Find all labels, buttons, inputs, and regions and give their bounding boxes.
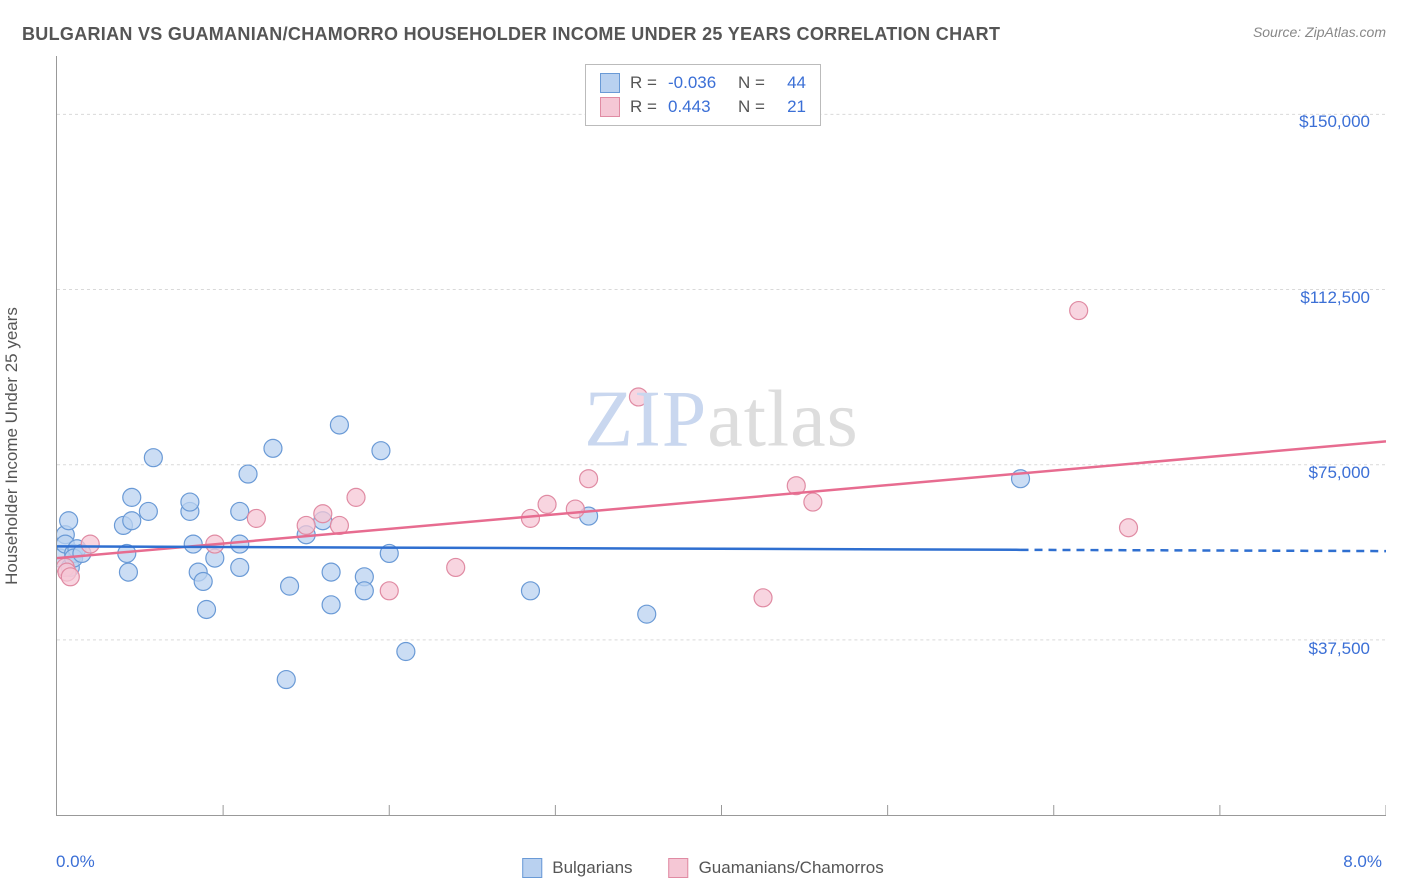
legend-row-bulgarians: R = -0.036 N = 44	[600, 71, 806, 95]
x-axis-min: 0.0%	[56, 852, 95, 872]
scatter-plot: ZIPatlas $37,500$75,000$112,500$150,000	[56, 56, 1386, 816]
n-value: 44	[776, 71, 806, 95]
n-label: N =	[738, 95, 766, 119]
y-tick-label: $37,500	[1309, 639, 1370, 659]
plot-svg	[57, 56, 1386, 815]
correlation-legend: R = -0.036 N = 44 R = 0.443 N = 21	[585, 64, 821, 126]
legend-row-guamanians: R = 0.443 N = 21	[600, 95, 806, 119]
legend-item-guamanians: Guamanians/Chamorros	[669, 858, 884, 878]
swatch-bulgarians-icon	[522, 858, 542, 878]
series-legend: Bulgarians Guamanians/Chamorros	[522, 858, 884, 878]
r-value: 0.443	[668, 95, 728, 119]
y-axis-label: Householder Income Under 25 years	[2, 307, 22, 585]
swatch-guamanians-icon	[669, 858, 689, 878]
legend-item-bulgarians: Bulgarians	[522, 858, 632, 878]
r-label: R =	[630, 71, 658, 95]
n-value: 21	[776, 95, 806, 119]
chart-title: BULGARIAN VS GUAMANIAN/CHAMORRO HOUSEHOL…	[22, 24, 1000, 45]
x-axis-max: 8.0%	[1343, 852, 1382, 872]
source-label: Source: ZipAtlas.com	[1253, 24, 1386, 40]
y-tick-label: $75,000	[1309, 463, 1370, 483]
r-label: R =	[630, 95, 658, 119]
y-tick-label: $150,000	[1299, 112, 1370, 132]
n-label: N =	[738, 71, 766, 95]
y-tick-label: $112,500	[1300, 288, 1370, 308]
swatch-guamanians-icon	[600, 97, 620, 117]
legend-label: Guamanians/Chamorros	[699, 858, 884, 878]
swatch-bulgarians-icon	[600, 73, 620, 93]
r-value: -0.036	[668, 71, 728, 95]
legend-label: Bulgarians	[552, 858, 632, 878]
